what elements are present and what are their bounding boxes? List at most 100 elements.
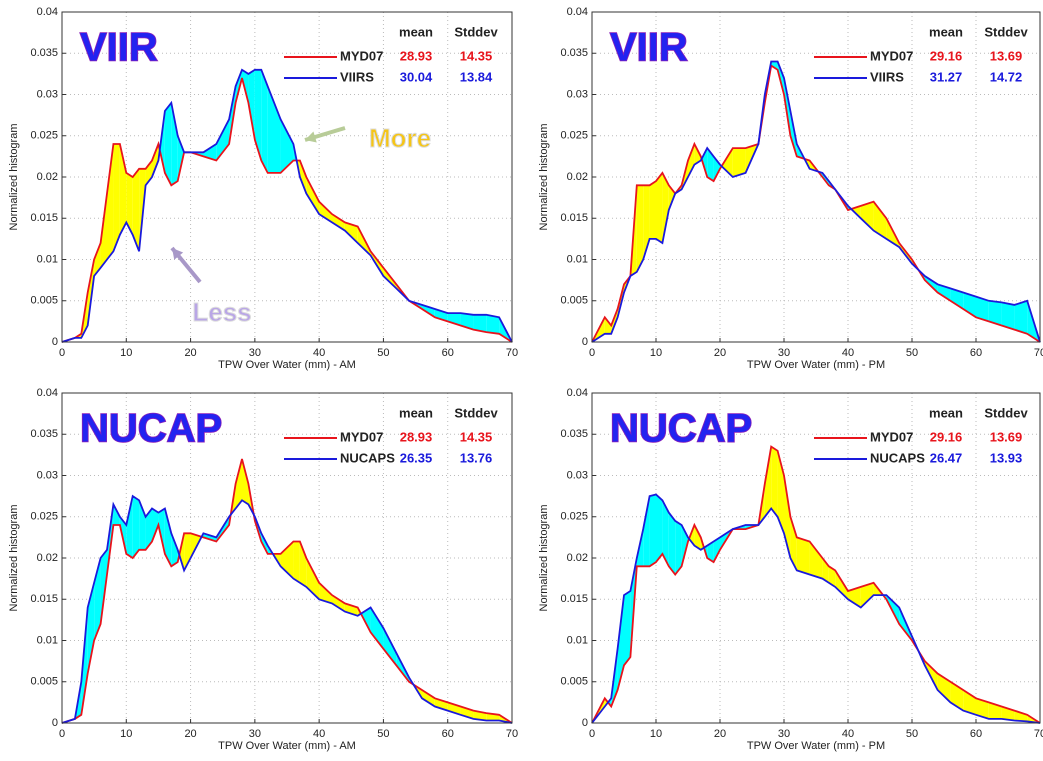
x-tick-label: 60 <box>442 728 454 740</box>
difference-fill <box>707 148 714 182</box>
difference-fill <box>261 69 268 173</box>
y-tick-label: 0.025 <box>560 130 588 142</box>
difference-fill <box>113 144 120 252</box>
stats-header: mean <box>929 405 963 420</box>
x-tick-label: 40 <box>842 728 854 740</box>
y-tick-label: 0.03 <box>567 469 588 481</box>
difference-fill <box>319 201 332 223</box>
series-line <box>591 493 1041 724</box>
difference-fill <box>422 690 435 707</box>
x-axis-label: TPW Over Water (mm) - PM <box>747 359 885 371</box>
series-line <box>61 68 513 343</box>
legend-label: MYD07 <box>870 48 913 63</box>
difference-fill <box>261 533 268 554</box>
difference-fill <box>126 172 133 235</box>
y-tick-label: 0.015 <box>30 212 58 224</box>
stats-header: mean <box>399 24 433 39</box>
difference-fill <box>299 541 307 587</box>
difference-fill <box>988 702 1002 719</box>
x-axis-label: TPW Over Water (mm) - PM <box>747 740 885 752</box>
plot-frame <box>591 11 1041 343</box>
difference-fill <box>299 160 307 194</box>
difference-fill <box>203 533 217 542</box>
legend-label: MYD07 <box>340 429 383 444</box>
panel: 0 0.005 0.01 0.015 0.02 0.025 0.03 0.035 0.04 0 10… <box>538 387 1043 752</box>
y-tick-label: 0.04 <box>567 387 588 399</box>
difference-fill <box>707 541 714 563</box>
x-tick-label: 0 <box>589 728 595 740</box>
plot-frame <box>591 392 1041 724</box>
x-tick-label: 10 <box>650 728 662 740</box>
difference-fill <box>662 172 669 243</box>
y-tick-label: 0.03 <box>567 88 588 100</box>
difference-fill <box>152 144 159 177</box>
y-tick-label: 0.04 <box>37 387 58 399</box>
y-tick-label: 0 <box>582 336 588 348</box>
y-tick-label: 0.005 <box>30 676 58 688</box>
y-axis-label: Normalized histogram <box>538 505 550 612</box>
difference-fill <box>332 214 345 231</box>
stats-header: mean <box>929 24 963 39</box>
x-tick-label: 50 <box>377 728 389 740</box>
difference-fill <box>1014 710 1028 722</box>
y-tick-label: 0.015 <box>560 212 588 224</box>
difference-fill <box>694 144 701 165</box>
x-tick-label: 70 <box>1034 728 1043 740</box>
y-tick-label: 0.025 <box>30 130 58 142</box>
difference-fill <box>809 541 823 579</box>
difference-fill <box>344 222 358 243</box>
difference-fill <box>293 541 300 583</box>
x-tick-label: 30 <box>249 347 261 359</box>
y-tick-label: 0.01 <box>37 253 58 265</box>
difference-fill <box>713 537 720 563</box>
difference-fill <box>203 144 217 161</box>
panel: 0 0.005 0.01 0.015 0.02 0.025 0.03 0.035 0.04 0 10… <box>538 6 1043 371</box>
x-tick-label: 30 <box>778 347 790 359</box>
x-tick-label: 10 <box>650 347 662 359</box>
x-tick-label: 70 <box>506 728 518 740</box>
panel-title: VIIR <box>610 26 688 70</box>
difference-fill <box>675 520 682 575</box>
x-tick-label: 10 <box>120 347 132 359</box>
x-tick-label: 60 <box>970 728 982 740</box>
y-tick-label: 0.035 <box>30 47 58 59</box>
y-tick-label: 0 <box>582 717 588 729</box>
difference-fill <box>643 496 650 567</box>
y-tick-label: 0.015 <box>560 593 588 605</box>
y-tick-label: 0.01 <box>567 634 588 646</box>
difference-fill <box>235 459 242 509</box>
y-tick-label: 0.025 <box>560 511 588 523</box>
difference-fill <box>649 181 656 239</box>
difference-fill <box>383 628 397 666</box>
x-tick-label: 70 <box>506 347 518 359</box>
x-tick-label: 50 <box>377 347 389 359</box>
x-tick-label: 40 <box>313 347 325 359</box>
difference-fill <box>280 119 294 173</box>
x-tick-label: 10 <box>120 728 132 740</box>
difference-fill <box>976 698 989 719</box>
difference-fill <box>132 496 140 558</box>
stat-stddev: 13.84 <box>460 69 493 84</box>
x-axis-label: TPW Over Water (mm) - AM <box>218 359 356 371</box>
annotation-arrowhead <box>305 131 317 143</box>
y-tick-label: 0 <box>52 717 58 729</box>
difference-fill <box>822 558 829 583</box>
difference-fill <box>688 144 695 177</box>
difference-fill <box>126 496 133 558</box>
y-tick-label: 0.03 <box>37 88 58 100</box>
x-tick-label: 20 <box>714 347 726 359</box>
x-tick-label: 60 <box>970 347 982 359</box>
difference-fill <box>486 314 500 334</box>
stat-mean: 30.04 <box>400 69 433 84</box>
difference-fill <box>721 148 733 177</box>
stat-mean: 26.35 <box>400 450 433 465</box>
difference-fill <box>860 582 874 608</box>
panel: 0 0.005 0.01 0.015 0.02 0.025 0.03 0.035 0.04 0 10… <box>8 387 518 752</box>
difference-fill <box>848 586 861 608</box>
legend-label: VIIRS <box>870 69 904 84</box>
difference-fill <box>248 69 255 140</box>
x-tick-label: 0 <box>59 347 65 359</box>
difference-fill <box>473 314 487 333</box>
stat-mean: 29.16 <box>930 48 963 63</box>
y-tick-label: 0.02 <box>567 171 588 183</box>
